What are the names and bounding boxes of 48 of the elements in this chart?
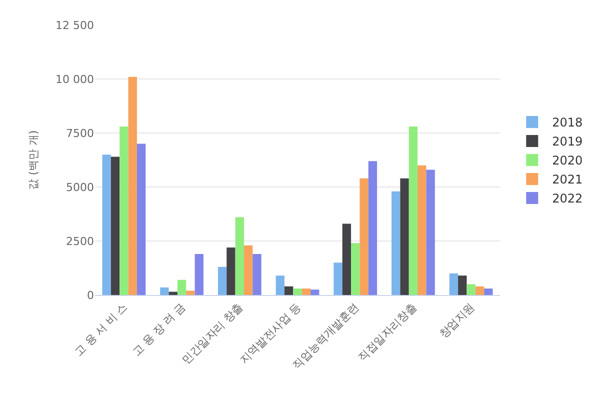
bar — [466, 284, 476, 295]
bar — [342, 224, 352, 295]
bar — [408, 126, 418, 295]
bar — [392, 191, 400, 295]
y-tick-label: 2500 — [66, 234, 94, 248]
bar — [235, 217, 244, 295]
bar — [218, 266, 227, 295]
bar — [310, 290, 320, 295]
y-tick-label: 5000 — [66, 180, 94, 194]
bar — [252, 254, 262, 295]
bar — [284, 286, 294, 295]
bar — [168, 292, 178, 295]
bar — [351, 243, 360, 295]
bar — [226, 247, 236, 295]
bar — [276, 276, 284, 295]
bar — [449, 273, 458, 295]
legend-label: 2019 — [552, 134, 583, 149]
bar — [302, 288, 311, 295]
bar — [177, 280, 186, 295]
bar — [475, 286, 484, 295]
bar — [426, 170, 435, 295]
bar — [128, 76, 137, 295]
x-tick-label: 고 용 서 비 스 — [72, 300, 130, 358]
bar — [136, 144, 146, 295]
bar — [102, 154, 111, 295]
bar — [418, 165, 426, 295]
y-tick-label: 0 — [87, 288, 94, 302]
y-axis-title: 값 (백만 개) — [27, 130, 40, 190]
bar — [360, 178, 368, 295]
bar — [120, 126, 128, 295]
legend-label: 2018 — [552, 116, 583, 130]
legend-label: 2022 — [552, 192, 583, 206]
y-tick-label: 7500 — [66, 126, 94, 140]
bar — [186, 290, 195, 295]
legend-label: 2020 — [552, 154, 583, 168]
bar — [484, 288, 493, 295]
bar — [244, 245, 253, 295]
bar — [194, 254, 204, 295]
legend-label: 2021 — [552, 172, 583, 187]
y-tick-label: 10 000 — [56, 72, 94, 86]
bar — [334, 262, 342, 295]
y-tick-label: 12 500 — [56, 18, 94, 32]
bar — [400, 178, 409, 295]
bar — [110, 156, 120, 295]
bar — [160, 287, 169, 295]
bar — [368, 161, 378, 295]
bar — [293, 288, 302, 295]
bar — [458, 276, 467, 295]
